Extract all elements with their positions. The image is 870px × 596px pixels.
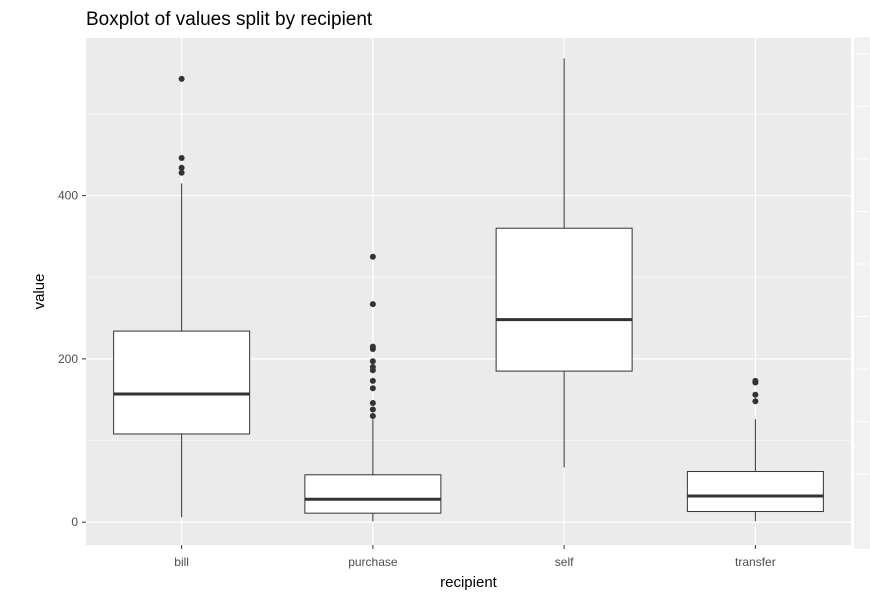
y-axis: 0 200 400 [58,189,86,529]
outlier-point [369,385,376,392]
chart-title: Boxplot of values split by recipient [86,9,373,30]
box-purchase [304,253,442,522]
legend-background [854,37,870,549]
outlier-point [369,406,376,413]
outlier-point [752,398,759,405]
x-tick-label-self: self [555,555,574,569]
outlier-point [369,364,376,371]
box-transfer [686,377,824,522]
y-tick-label: 200 [58,352,78,366]
x-axis-title: recipient [440,574,498,591]
outlier-point [369,253,376,260]
plot-panel [86,38,851,545]
outlier-point [369,343,376,350]
box-bill [113,75,251,518]
box-iqr [686,471,824,513]
boxes [113,58,824,522]
outlier-point [369,301,376,308]
x-axis: bill purchase self transfer [174,545,776,569]
outlier-point [369,358,376,365]
legend-strip [854,37,870,549]
y-axis-title: value [31,274,48,310]
y-tick-label: 400 [58,189,78,203]
outlier-point [752,391,759,398]
outlier-point [369,377,376,384]
box-iqr [304,474,442,514]
x-tick-label-transfer: transfer [735,555,776,569]
outlier-point [178,169,185,176]
outlier-point [178,164,185,171]
outlier-point [752,377,759,384]
outlier-point [369,399,376,406]
box-iqr [495,227,633,372]
x-tick-label-bill: bill [174,555,189,569]
outlier-point [178,75,185,82]
y-tick-label: 0 [71,515,78,529]
outlier-point [369,413,376,420]
outlier-point [178,155,185,162]
box-self [495,58,633,468]
box-iqr [113,330,251,435]
x-tick-label-purchase: purchase [348,555,398,569]
